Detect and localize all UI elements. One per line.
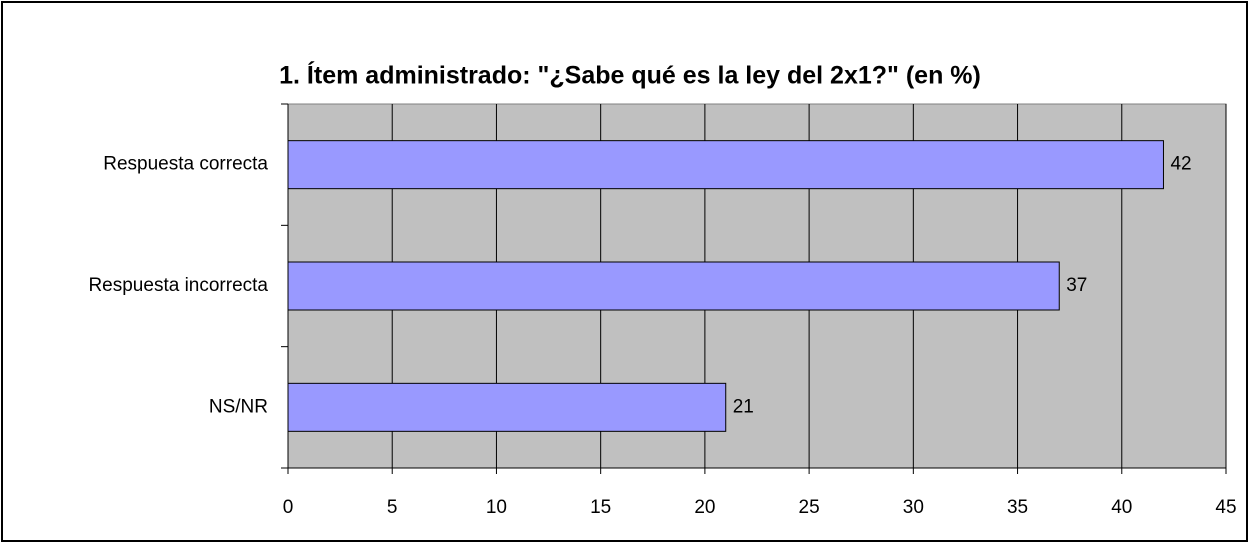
x-tick-label: 0 xyxy=(283,497,294,518)
bar xyxy=(287,140,1164,190)
x-tick-label: 30 xyxy=(903,497,924,518)
x-tick-label: 20 xyxy=(694,497,715,518)
y-tick-label: Respuesta incorrecta xyxy=(88,275,268,296)
x-tick-label: 45 xyxy=(1215,497,1236,518)
y-tick-label: Respuesta correcta xyxy=(103,154,268,175)
data-label: 21 xyxy=(733,396,754,417)
x-tick-label: 35 xyxy=(1007,497,1028,518)
bar xyxy=(287,261,1060,311)
x-tick-label: 5 xyxy=(387,497,398,518)
data-label: 37 xyxy=(1066,275,1087,296)
x-tick-label: 25 xyxy=(799,497,820,518)
y-tick-label: NS/NR xyxy=(209,396,268,417)
x-tick-label: 40 xyxy=(1111,497,1132,518)
chart-title: 1. Ítem administrado: "¿Sabe qué es la l… xyxy=(279,61,981,90)
data-label: 42 xyxy=(1170,154,1191,175)
x-tick-label: 10 xyxy=(486,497,507,518)
bar xyxy=(287,382,727,432)
x-tick-label: 15 xyxy=(590,497,611,518)
